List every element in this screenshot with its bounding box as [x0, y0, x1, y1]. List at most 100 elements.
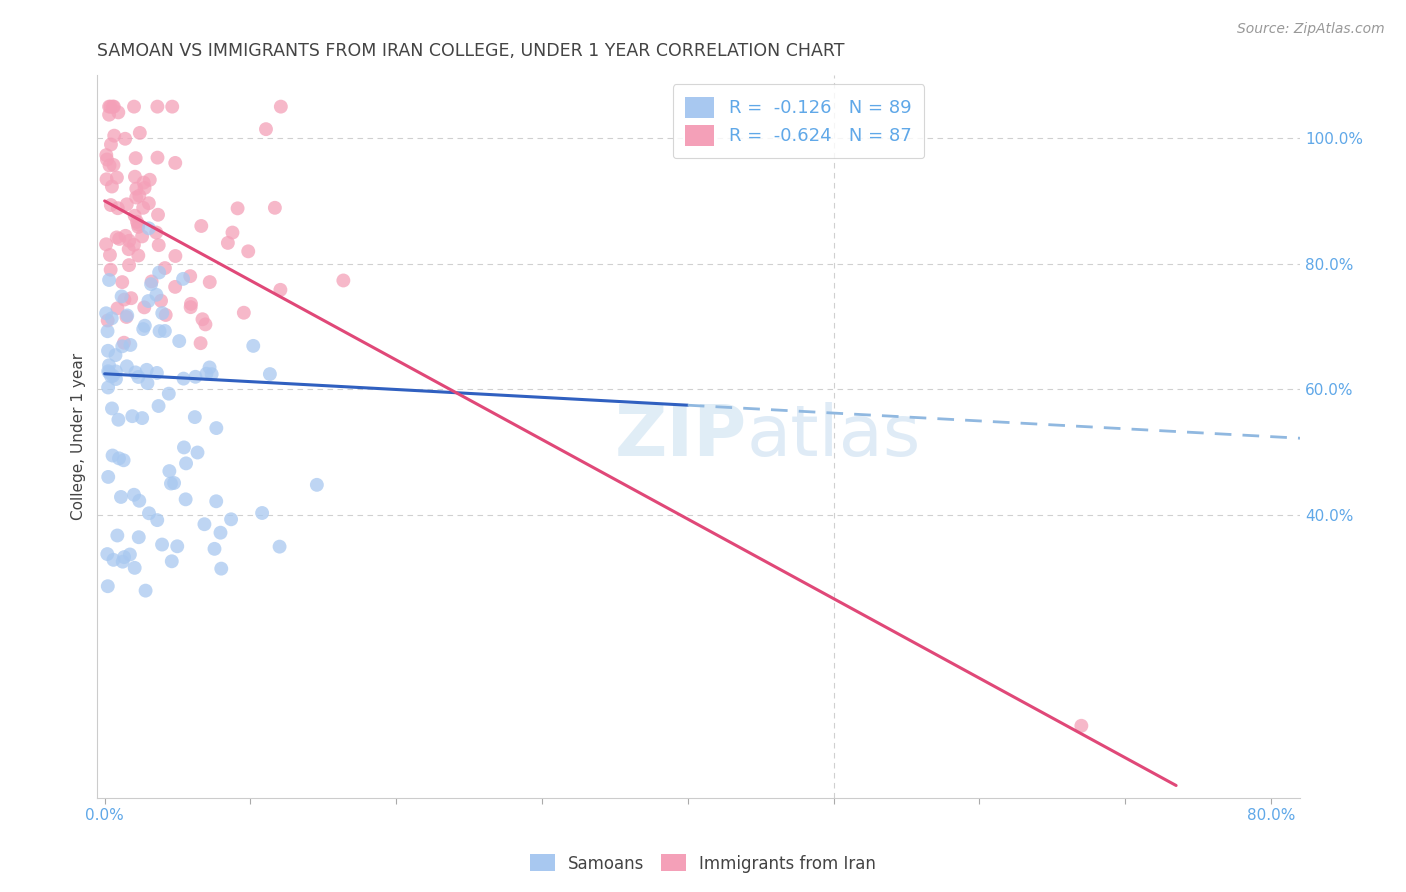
- Point: [122, 237, 145, 252]
- Point: [150, 306, 173, 320]
- Point: [107, 105, 129, 120]
- Point: [128, 188, 150, 202]
- Point: [167, 334, 190, 348]
- Point: [193, 517, 215, 532]
- Point: [269, 283, 291, 297]
- Point: [107, 201, 129, 215]
- Point: [100, 137, 122, 152]
- Point: [127, 370, 149, 384]
- Point: [131, 411, 153, 425]
- Point: [134, 301, 156, 315]
- Point: [138, 221, 160, 235]
- Point: [103, 553, 125, 567]
- Point: [146, 366, 169, 380]
- Point: [98, 159, 121, 173]
- Y-axis label: College, Under 1 year: College, Under 1 year: [72, 353, 86, 520]
- Point: [98, 358, 121, 372]
- Point: [112, 335, 135, 350]
- Point: [205, 421, 228, 435]
- Point: [205, 494, 228, 508]
- Point: [100, 100, 122, 114]
- Point: [118, 242, 141, 256]
- Point: [98, 248, 121, 262]
- Point: [100, 198, 122, 212]
- Point: [100, 311, 122, 326]
- Point: [132, 201, 155, 215]
- Point: [190, 219, 212, 233]
- Point: [155, 308, 177, 322]
- Point: [124, 209, 146, 223]
- Point: [254, 122, 277, 136]
- Text: SAMOAN VS IMMIGRANTS FROM IRAN COLLEGE, UNDER 1 YEAR CORRELATION CHART: SAMOAN VS IMMIGRANTS FROM IRAN COLLEGE, …: [97, 42, 845, 60]
- Point: [101, 100, 124, 114]
- Point: [172, 272, 194, 286]
- Text: ZIP: ZIP: [614, 402, 747, 471]
- Point: [112, 550, 135, 565]
- Point: [174, 456, 197, 470]
- Point: [131, 229, 153, 244]
- Point: [195, 367, 218, 381]
- Point: [98, 366, 121, 380]
- Point: [138, 506, 160, 520]
- Point: [148, 238, 170, 252]
- Point: [107, 301, 129, 316]
- Point: [146, 208, 169, 222]
- Point: [103, 100, 125, 114]
- Point: [153, 324, 176, 338]
- Point: [198, 275, 221, 289]
- Point: [97, 343, 120, 358]
- Text: atlas: atlas: [747, 402, 921, 471]
- Point: [128, 493, 150, 508]
- Point: [146, 151, 169, 165]
- Point: [148, 399, 170, 413]
- Point: [232, 306, 254, 320]
- Point: [191, 312, 214, 326]
- Point: [145, 287, 167, 301]
- Point: [148, 265, 170, 279]
- Point: [118, 234, 141, 248]
- Point: [145, 226, 167, 240]
- Point: [108, 232, 131, 246]
- Point: [111, 555, 134, 569]
- Point: [122, 100, 145, 114]
- Point: [160, 476, 183, 491]
- Point: [180, 297, 202, 311]
- Point: [165, 280, 187, 294]
- Point: [104, 348, 127, 362]
- Point: [127, 219, 149, 234]
- Point: [136, 376, 159, 390]
- Point: [103, 128, 125, 143]
- Point: [157, 464, 180, 478]
- Point: [100, 262, 122, 277]
- Point: [184, 410, 207, 425]
- Point: [124, 151, 146, 165]
- Point: [118, 548, 141, 562]
- Point: [98, 108, 121, 122]
- Point: [127, 248, 149, 262]
- Point: [150, 293, 173, 308]
- Point: [209, 525, 232, 540]
- Legend: R =  -0.126   N = 89, R =  -0.624   N = 87: R = -0.126 N = 89, R = -0.624 N = 87: [673, 84, 924, 159]
- Point: [98, 273, 121, 287]
- Point: [124, 561, 146, 575]
- Point: [139, 277, 162, 292]
- Point: [120, 291, 142, 305]
- Point: [217, 235, 239, 250]
- Point: [198, 360, 221, 375]
- Point: [115, 309, 138, 323]
- Point: [118, 258, 141, 272]
- Point: [128, 126, 150, 140]
- Point: [97, 364, 120, 378]
- Point: [104, 372, 127, 386]
- Point: [96, 148, 118, 162]
- Point: [125, 190, 148, 204]
- Point: [101, 179, 124, 194]
- Legend: Samoans, Immigrants from Iran: Samoans, Immigrants from Iran: [523, 847, 883, 880]
- Point: [124, 365, 146, 379]
- Point: [174, 492, 197, 507]
- Point: [128, 530, 150, 544]
- Point: [135, 363, 157, 377]
- Point: [139, 173, 162, 187]
- Point: [148, 324, 170, 338]
- Point: [264, 201, 287, 215]
